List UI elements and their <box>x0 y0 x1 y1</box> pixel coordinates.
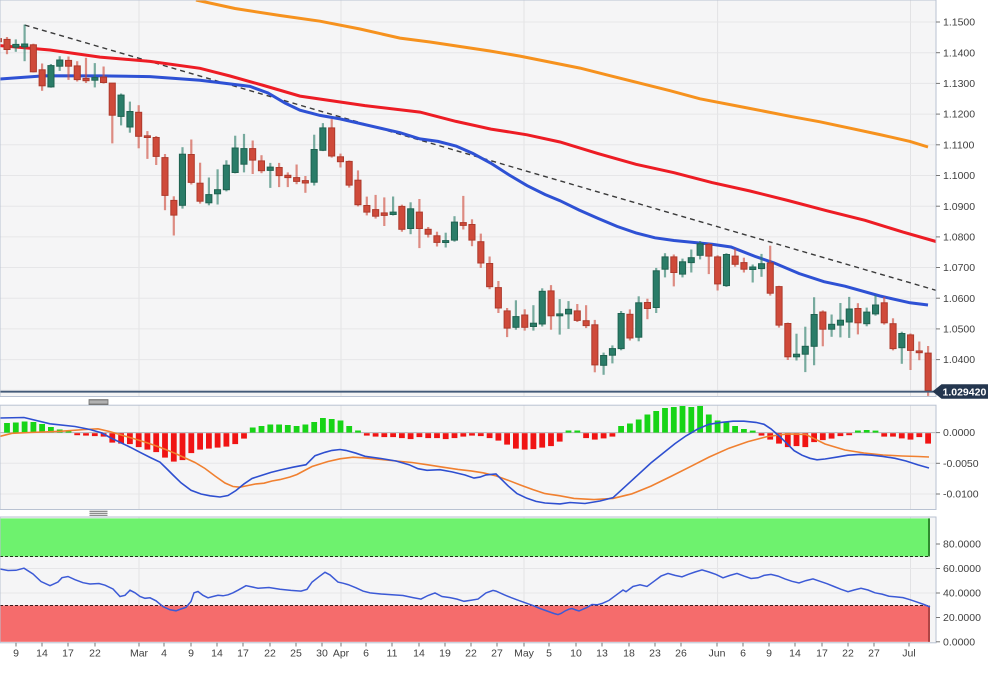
svg-text:9: 9 <box>13 648 19 660</box>
svg-text:60.0000: 60.0000 <box>943 563 981 575</box>
svg-text:1.0600: 1.0600 <box>943 293 975 305</box>
svg-text:27: 27 <box>868 648 880 660</box>
svg-text:1.1300: 1.1300 <box>943 78 975 90</box>
svg-text:1.0500: 1.0500 <box>943 324 975 336</box>
svg-text:14: 14 <box>789 648 801 660</box>
svg-text:0.0000: 0.0000 <box>943 427 975 439</box>
svg-text:22: 22 <box>89 648 101 660</box>
svg-text:17: 17 <box>237 648 249 660</box>
svg-text:1.1200: 1.1200 <box>943 109 975 121</box>
svg-text:22: 22 <box>465 648 477 660</box>
svg-text:1.1500: 1.1500 <box>943 17 975 29</box>
svg-text:14: 14 <box>413 648 425 660</box>
svg-text:Apr: Apr <box>333 648 350 660</box>
svg-text:1.0900: 1.0900 <box>943 201 975 213</box>
svg-text:80.0000: 80.0000 <box>943 539 981 551</box>
svg-text:6: 6 <box>363 648 369 660</box>
svg-text:1.1400: 1.1400 <box>943 47 975 59</box>
svg-text:May: May <box>514 648 535 660</box>
svg-text:1.0800: 1.0800 <box>943 232 975 244</box>
svg-text:9: 9 <box>188 648 194 660</box>
svg-text:18: 18 <box>623 648 635 660</box>
svg-text:14: 14 <box>36 648 48 660</box>
svg-text:17: 17 <box>62 648 74 660</box>
svg-text:26: 26 <box>675 648 687 660</box>
svg-text:6: 6 <box>740 648 746 660</box>
svg-text:5: 5 <box>546 648 552 660</box>
svg-text:22: 22 <box>264 648 276 660</box>
svg-text:1.1000: 1.1000 <box>943 170 975 182</box>
svg-text:1.0700: 1.0700 <box>943 262 975 274</box>
svg-text:14: 14 <box>211 648 223 660</box>
svg-text:0.0000: 0.0000 <box>943 636 975 648</box>
svg-text:1.029420: 1.029420 <box>943 386 987 398</box>
svg-text:19: 19 <box>439 648 451 660</box>
svg-text:1.1100: 1.1100 <box>943 139 974 151</box>
svg-text:1.0400: 1.0400 <box>943 354 975 366</box>
svg-text:25: 25 <box>290 648 302 660</box>
svg-text:40.0000: 40.0000 <box>943 588 981 600</box>
svg-text:20.0000: 20.0000 <box>943 612 981 624</box>
svg-text:22: 22 <box>842 648 854 660</box>
svg-text:30: 30 <box>316 648 328 660</box>
svg-text:13: 13 <box>596 648 608 660</box>
svg-text:9: 9 <box>766 648 772 660</box>
svg-text:4: 4 <box>161 648 167 660</box>
svg-text:Mar: Mar <box>130 648 149 660</box>
svg-text:27: 27 <box>491 648 503 660</box>
svg-text:23: 23 <box>649 648 661 660</box>
svg-text:Jul: Jul <box>902 648 915 660</box>
svg-text:-0.0050: -0.0050 <box>943 458 979 470</box>
svg-text:17: 17 <box>816 648 828 660</box>
svg-text:Jun: Jun <box>709 648 726 660</box>
svg-text:11: 11 <box>387 648 398 660</box>
svg-text:10: 10 <box>570 648 582 660</box>
svg-text:-0.0100: -0.0100 <box>943 489 979 501</box>
